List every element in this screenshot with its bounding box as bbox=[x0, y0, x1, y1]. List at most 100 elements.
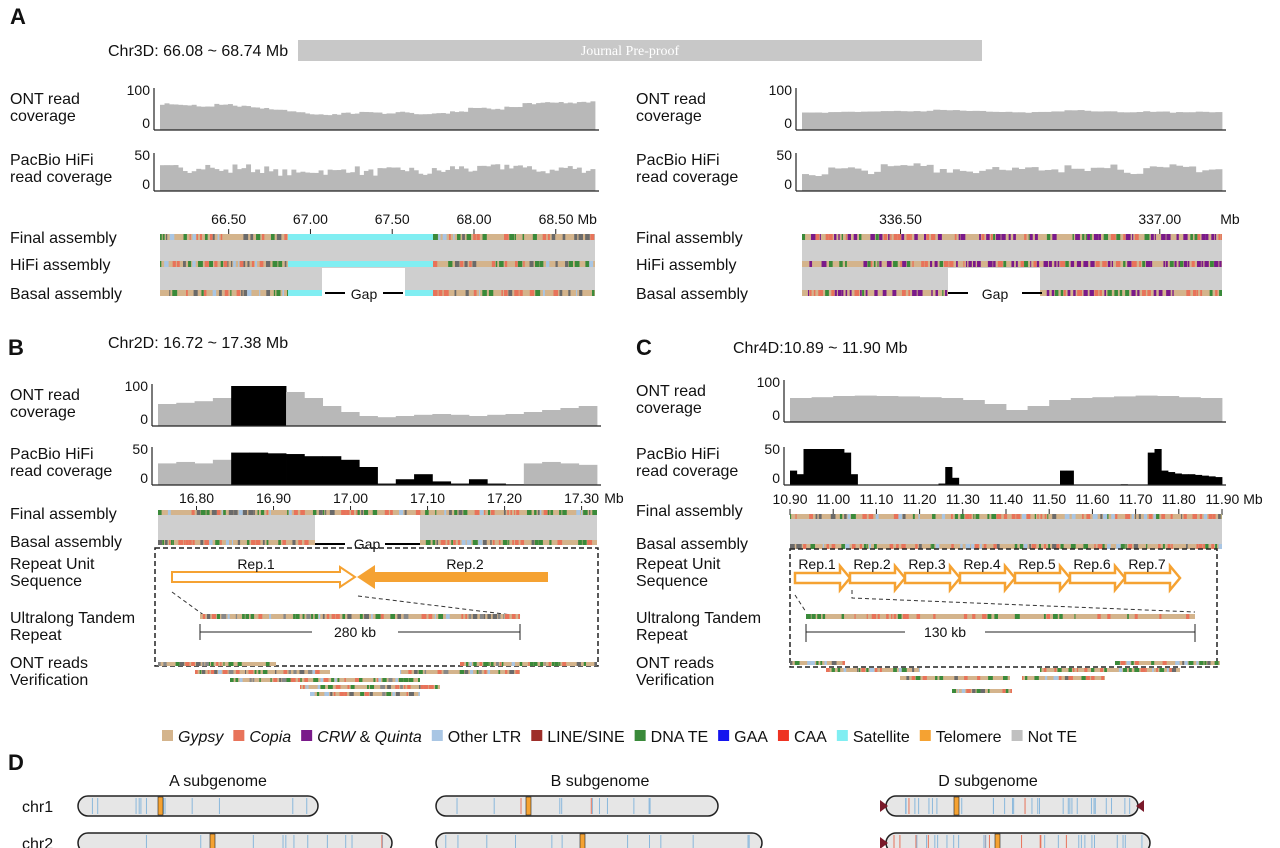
assembly-track-segment bbox=[585, 261, 590, 267]
hifi-coverage-bar bbox=[542, 461, 561, 485]
ont-coverage-label: coverage bbox=[10, 404, 76, 421]
ont-coverage-bar bbox=[1025, 112, 1033, 130]
assembly-track-segment bbox=[873, 290, 875, 296]
ultralong-track-segment bbox=[359, 614, 363, 619]
hifi-coverage-label: PacBio HiFi bbox=[10, 446, 94, 463]
assembly-track-segment bbox=[1180, 261, 1184, 267]
ont-coverage-bar bbox=[194, 401, 214, 426]
assembly-track-segment bbox=[917, 290, 923, 296]
assembly-track-segment bbox=[1064, 514, 1070, 519]
assembly-track-segment bbox=[326, 510, 328, 515]
assembly-track-segment bbox=[1034, 514, 1036, 519]
ultralong-track-segment bbox=[1159, 614, 1162, 619]
ultralong-track-segment bbox=[503, 614, 505, 619]
assembly-track-segment bbox=[169, 261, 172, 267]
assembly-track-segment bbox=[234, 510, 238, 515]
ont-read-segment bbox=[216, 662, 219, 666]
assembly-track-segment bbox=[1046, 290, 1050, 296]
hifi-coverage-bar bbox=[173, 165, 179, 191]
assembly-track-segment bbox=[1214, 261, 1219, 267]
hifi-coverage-bar bbox=[837, 449, 845, 485]
assembly-track-segment bbox=[1160, 261, 1163, 267]
ont-read-segment bbox=[274, 670, 277, 674]
assembly-track-segment bbox=[498, 540, 501, 545]
ont-read-segment bbox=[364, 692, 369, 696]
hifi-coverage-bar bbox=[354, 166, 360, 191]
assembly-track-segment bbox=[196, 510, 201, 515]
assembly-track-segment bbox=[574, 261, 580, 267]
ont-coverage-bar bbox=[508, 107, 514, 130]
assembly-track-segment bbox=[1154, 261, 1157, 267]
hifi-coverage-bar bbox=[160, 165, 165, 191]
assembly-track-segment bbox=[356, 510, 358, 515]
ont-read-segment bbox=[304, 670, 306, 674]
hifi-coverage-bar bbox=[409, 167, 415, 191]
assembly-track-segment bbox=[973, 234, 975, 240]
assembly-track-segment bbox=[203, 290, 207, 296]
assembly-track-segment bbox=[1187, 261, 1190, 267]
assembly-track-segment bbox=[1204, 261, 1209, 267]
assembly-track-segment bbox=[169, 290, 171, 296]
hifi-coverage-bar bbox=[1168, 472, 1176, 485]
ont-read-segment bbox=[1140, 668, 1146, 672]
assembly-track-segment bbox=[169, 540, 171, 545]
ont-coverage-bar bbox=[578, 406, 598, 426]
ont-read-segment bbox=[196, 662, 201, 666]
ont-coverage-bar bbox=[972, 110, 980, 130]
assembly-track-segment bbox=[963, 261, 965, 267]
assembly-track bbox=[433, 290, 595, 296]
hifi-coverage-label: read coverage bbox=[10, 463, 112, 480]
ont-read-segment bbox=[559, 662, 561, 666]
ultralong-track-segment bbox=[397, 614, 402, 619]
assembly-track-segment bbox=[514, 540, 519, 545]
assembly-track-segment bbox=[1147, 290, 1151, 296]
assembly-track-segment bbox=[906, 234, 911, 240]
ont-read-segment bbox=[451, 670, 455, 674]
assembly-track-segment bbox=[1190, 234, 1193, 240]
ont-read-segment bbox=[347, 685, 350, 689]
hifi-ymin: 0 bbox=[142, 176, 150, 192]
assembly-track-segment bbox=[1065, 261, 1069, 267]
assembly-track-segment bbox=[224, 234, 226, 240]
assembly-track-segment bbox=[223, 510, 226, 515]
assembly-track-segment bbox=[341, 510, 346, 515]
ont-read-segment bbox=[1214, 661, 1219, 665]
ont-read-segment bbox=[420, 685, 424, 689]
assembly-track-segment bbox=[1175, 290, 1180, 296]
hifi-coverage-label: read coverage bbox=[636, 169, 738, 186]
ont-coverage-bar bbox=[436, 113, 442, 130]
hifi-coverage-bar bbox=[1202, 170, 1210, 191]
hifi-coverage-bar bbox=[590, 169, 596, 191]
ont-read-segment bbox=[279, 678, 282, 682]
assembly-track-segment bbox=[1019, 544, 1024, 549]
hifi-coverage-label: read coverage bbox=[636, 463, 738, 480]
hifi-coverage-bar bbox=[1060, 470, 1068, 485]
ont-read-segment bbox=[1025, 676, 1028, 680]
ont-read-segment bbox=[281, 678, 287, 682]
ont-read-segment bbox=[826, 668, 830, 672]
assembly-track-segment bbox=[939, 290, 942, 296]
ont-read-segment bbox=[270, 662, 273, 666]
ultralong-track-segment bbox=[954, 614, 957, 619]
ultralong-track-segment bbox=[1097, 614, 1101, 619]
ont-read-segment bbox=[911, 676, 916, 680]
assembly-track-segment bbox=[573, 540, 577, 545]
tick-label: 68.50 Mb bbox=[539, 211, 598, 227]
hifi-coverage-bar bbox=[850, 474, 858, 485]
tick-label: 11.40 bbox=[989, 491, 1023, 507]
ont-read-segment bbox=[554, 662, 559, 666]
tick-label: 68.00 bbox=[456, 211, 491, 227]
ont-read-segment bbox=[469, 662, 472, 666]
ont-read-segment bbox=[319, 692, 323, 696]
ont-read-segment bbox=[434, 670, 438, 674]
ultralong-track-segment bbox=[1077, 614, 1081, 619]
assembly-track-segment bbox=[996, 544, 1000, 549]
ultralong-track-segment bbox=[916, 614, 921, 619]
hifi-coverage-bar bbox=[810, 449, 818, 485]
ont-read-segment bbox=[498, 670, 501, 674]
hifi-ymax: 50 bbox=[764, 441, 780, 457]
assembly-track-segment bbox=[1221, 234, 1222, 240]
assembly-track-segment bbox=[550, 261, 556, 267]
ont-coverage-bar bbox=[1202, 111, 1210, 130]
ont-read-segment bbox=[1155, 661, 1160, 665]
